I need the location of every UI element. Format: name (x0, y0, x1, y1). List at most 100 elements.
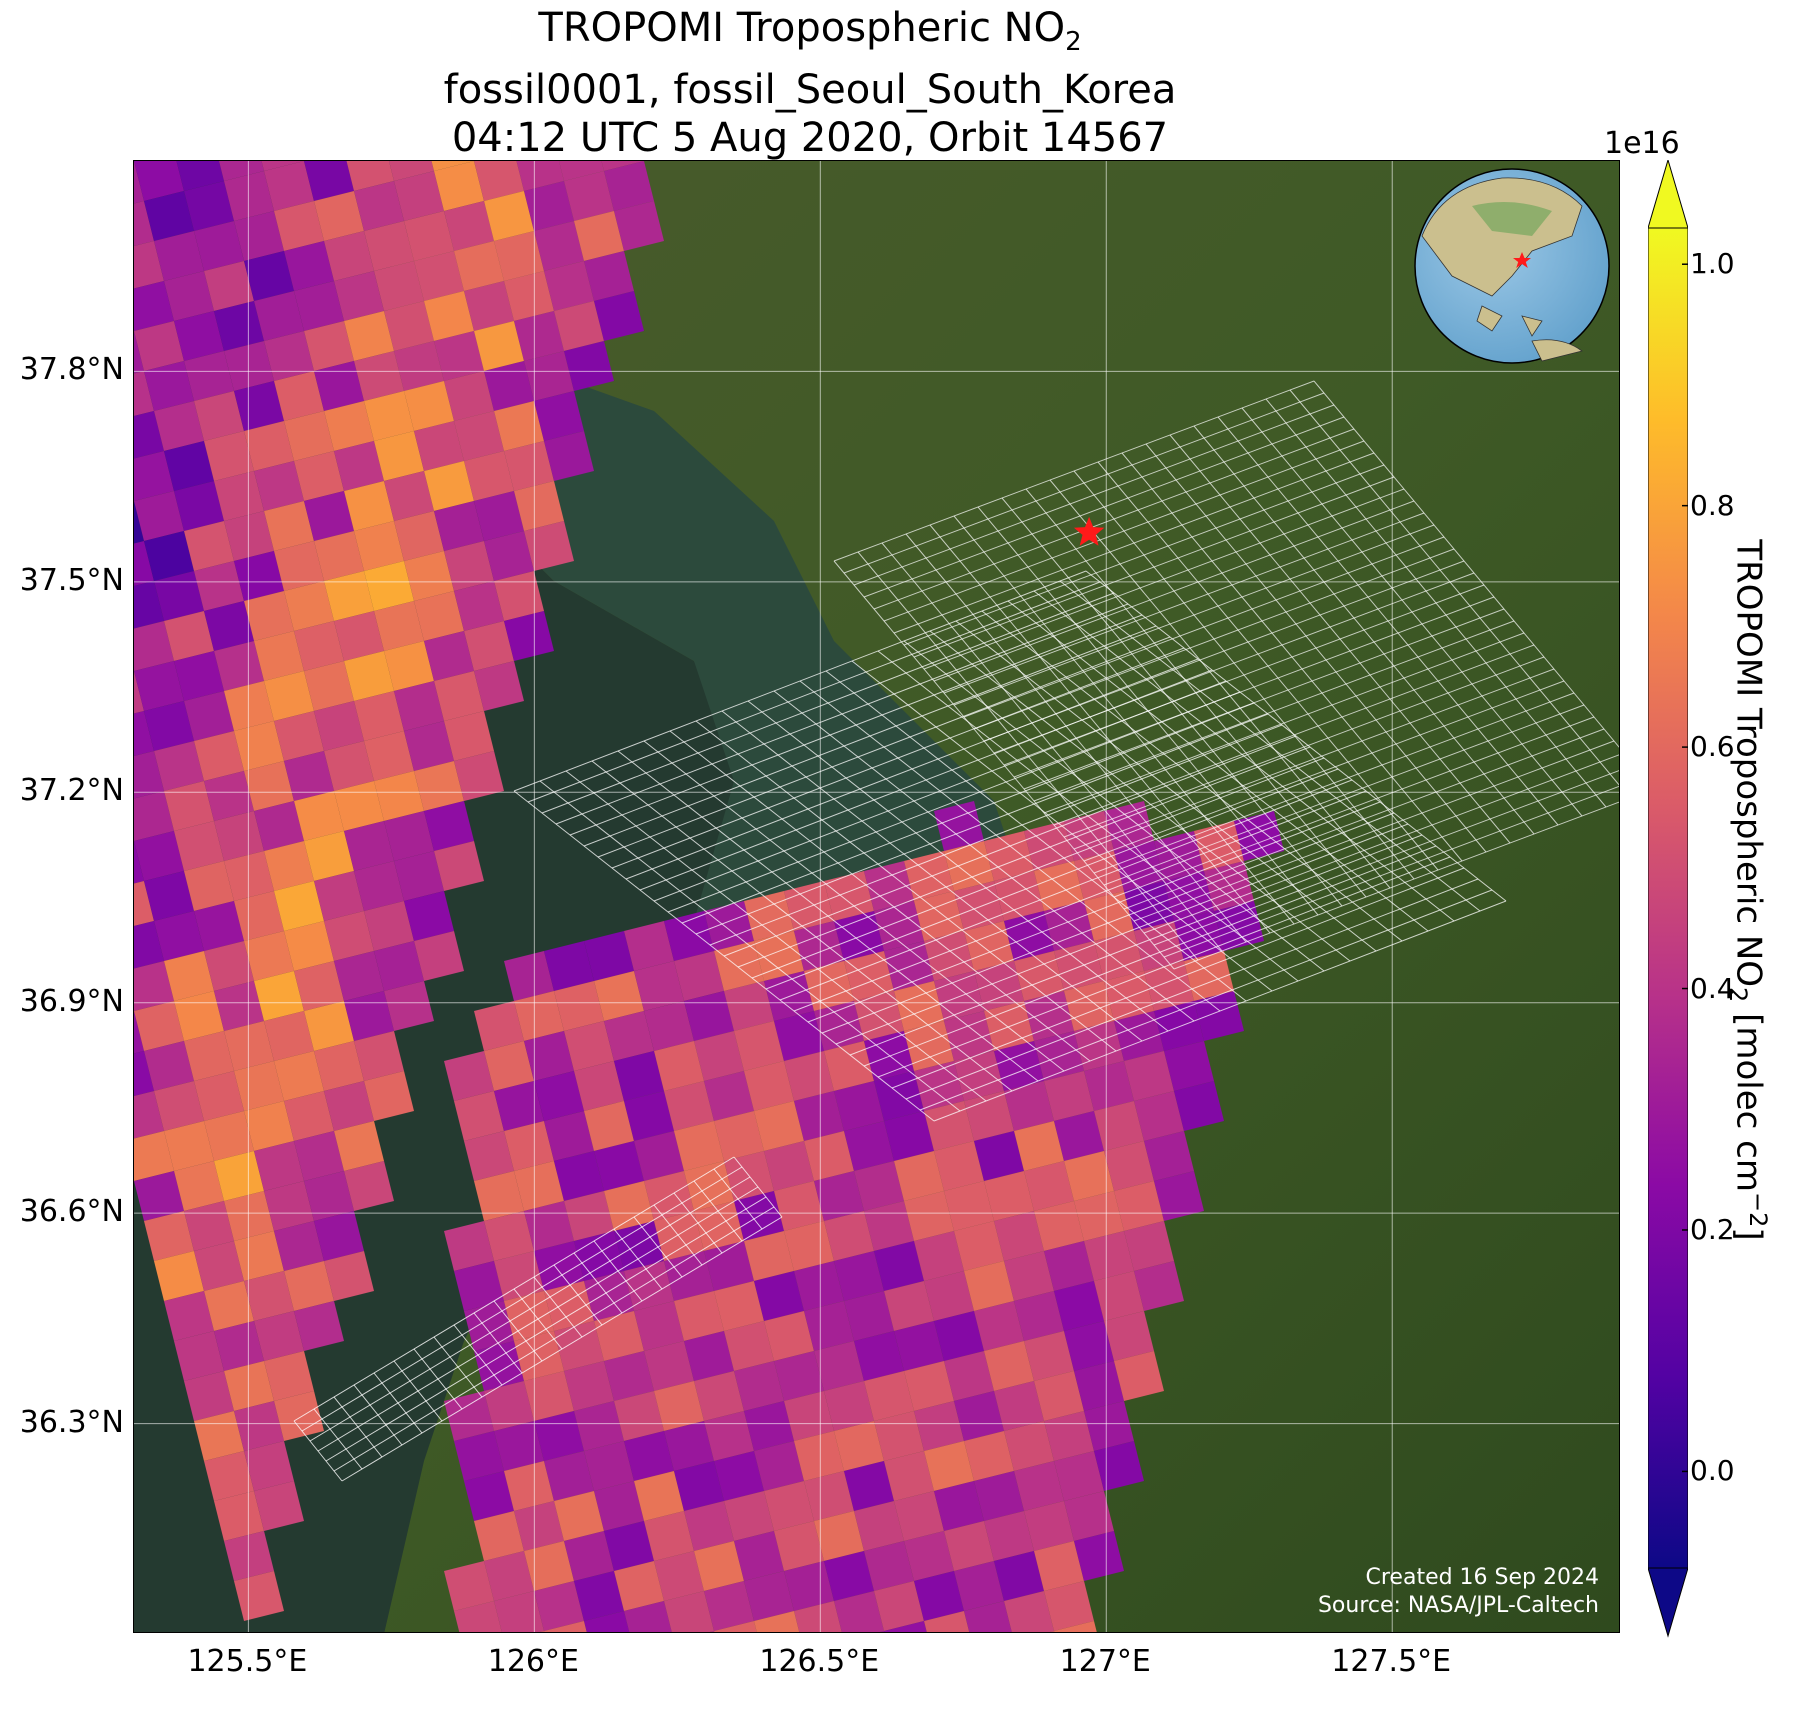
no2-pixel (454, 241, 504, 291)
no2-pixel (774, 1181, 824, 1231)
no2-pixel (880, 1631, 885, 1632)
no2-pixel (174, 311, 224, 361)
no2-pixel (464, 281, 514, 331)
no2-pixel (244, 1441, 294, 1491)
gridlines (134, 161, 1619, 1632)
no2-pixel (710, 1631, 715, 1632)
map-panel[interactable]: Created 16 Sep 2024 Source: NASA/JPL-Cal… (133, 160, 1620, 1633)
footprint-line (625, 658, 1199, 880)
no2-pixel (1134, 921, 1184, 971)
no2-pixel (664, 911, 714, 961)
footprint-line (835, 823, 1409, 1045)
no2-pixel (264, 1351, 314, 1401)
no2-pixel (134, 711, 154, 756)
no2-pixel (134, 1091, 164, 1139)
no2-pixel (1024, 1161, 1074, 1211)
no2-pixel (164, 1121, 214, 1171)
no2-pixel (604, 161, 654, 211)
no2-pixel (174, 1161, 224, 1211)
no2-pixel (974, 961, 1024, 1011)
no2-pixel (344, 821, 394, 871)
no2-pixel (184, 861, 234, 911)
no2-pixel (324, 1081, 374, 1131)
footprint-line (793, 790, 1367, 1012)
no2-pixel (504, 271, 554, 321)
footprint-line (1123, 728, 1605, 910)
no2-pixel (1004, 1591, 1054, 1632)
no2-pixel (254, 461, 304, 511)
no2-pixel (314, 191, 364, 241)
no2-pixel (464, 1301, 514, 1351)
no2-pixel (884, 1621, 927, 1632)
no2-pixel (524, 351, 574, 401)
no2-pixel (184, 1371, 234, 1421)
no2-pixel (224, 171, 274, 221)
no2-pixel (594, 1141, 644, 1191)
no2-pixel (884, 1111, 934, 1161)
no2-pixel (134, 621, 174, 671)
footprint-line (1113, 716, 1595, 898)
no2-pixel (1174, 1081, 1224, 1131)
no2-pixel (304, 491, 354, 541)
no2-pixel (364, 1071, 414, 1121)
no2-pixel (284, 921, 334, 971)
footprint-line (333, 1206, 775, 1472)
no2-pixel (234, 381, 284, 431)
no2-pixel (564, 1191, 614, 1241)
no2-pixel (564, 1021, 614, 1071)
footprint-line (821, 812, 1395, 1034)
lon-tick-label: 127.5°E (1331, 1644, 1452, 1679)
no2-pixel (1034, 861, 1084, 911)
no2-pixel (434, 161, 484, 211)
footprint-line (883, 440, 1365, 622)
no2-pixel (884, 1451, 934, 1501)
footprint-line (833, 380, 1315, 562)
no2-pixel (194, 221, 244, 271)
no2-pixel (1014, 1291, 1064, 1341)
footprint-line (933, 500, 1415, 682)
no2-pixel (454, 581, 504, 631)
no2-pixel (134, 671, 144, 714)
no2-pixel (534, 1071, 584, 1121)
no2-pixel (1144, 961, 1194, 1011)
no2-pixel (1194, 991, 1244, 1041)
no2-pixel (424, 461, 474, 511)
map-canvas[interactable] (134, 161, 1620, 1633)
no2-pixel (474, 161, 524, 201)
no2-pixel (154, 1251, 204, 1301)
no2-pixel (514, 1161, 564, 1211)
no2-pixel (324, 401, 374, 451)
footprint-line (1143, 754, 1619, 934)
globe-asia-land (1421, 177, 1583, 297)
no2-pixel (374, 941, 424, 991)
no2-pixel (1004, 1081, 1054, 1131)
no2-pixel (334, 1121, 384, 1171)
no2-pixel (994, 871, 1044, 921)
no2-pixel (394, 681, 444, 731)
no2-pixel (274, 371, 324, 421)
lat-tick-label: 37.8°N (19, 352, 124, 388)
no2-pixel (134, 321, 184, 371)
footprint-line (913, 476, 1395, 658)
no2-pixel (824, 1381, 874, 1431)
no2-pixel (234, 721, 284, 771)
no2-pixel (1034, 1541, 1084, 1591)
no2-pixel (954, 1561, 1004, 1611)
no2-pixel (334, 611, 384, 661)
footprint-line (1063, 656, 1545, 838)
no2-pixel (684, 1501, 734, 1551)
no2-pixel (984, 1511, 1034, 1561)
no2-pixel (344, 651, 394, 701)
no2-pixel (134, 581, 164, 629)
no2-pixel (224, 1021, 274, 1071)
no2-pixel (474, 1511, 524, 1561)
no2-pixel (494, 571, 544, 621)
no2-pixel (1054, 1621, 1097, 1632)
no2-pixel (714, 1281, 764, 1331)
no2-pixel (664, 1081, 714, 1131)
colorbar-label-unit: [molec cm (1728, 1002, 1769, 1192)
no2-pixel (474, 1171, 524, 1221)
no2-pixel (134, 491, 184, 541)
footprint-line (1133, 740, 1615, 922)
no2-pixel (754, 1611, 800, 1632)
